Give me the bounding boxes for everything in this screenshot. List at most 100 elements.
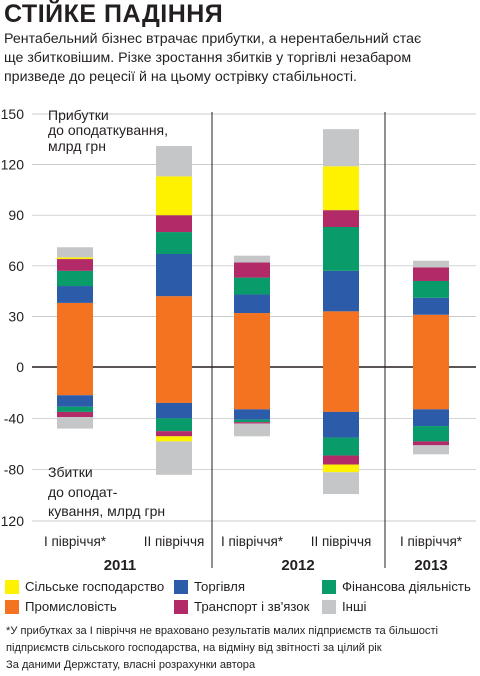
bar-segment-loss: [57, 395, 93, 407]
legend-label: Інші: [342, 599, 367, 614]
y-tick-label: -40: [4, 410, 24, 426]
y-tick-label: 150: [1, 106, 25, 122]
bar-segment-loss: [156, 418, 192, 432]
stacked-bar-chart: 150 120 90 60 30 0 -40 -80 -120 I півріччя* II пів…: [0, 106, 476, 574]
legend-label: Транспорт і зв'язок: [194, 599, 310, 614]
bar-segment-profit: [156, 176, 192, 216]
category-label: II півріччя: [311, 534, 372, 549]
legend-item-transport: Транспорт і зв'язок: [174, 599, 309, 614]
category-label: I півріччя*: [44, 534, 107, 549]
legend-label: Промисловість: [25, 599, 117, 614]
bar-segment-profit: [413, 314, 449, 367]
legend-item-agriculture: Сільське господарство: [5, 579, 164, 594]
bar-segment-loss: [323, 464, 359, 473]
legend-swatch: [5, 599, 19, 614]
legend-item-other: Інші: [322, 599, 366, 614]
bar-segment-profit: [323, 227, 359, 271]
legend-swatch: [322, 579, 336, 594]
y-tick-label: -120: [0, 513, 24, 529]
bar-segment-profit: [57, 247, 93, 258]
bar-segment-loss: [413, 441, 449, 446]
bar-segment-loss: [234, 422, 270, 424]
bar-segment-loss: [57, 367, 93, 396]
bar-segment-profit: [57, 270, 93, 287]
bar-segment-loss: [323, 472, 359, 495]
y-tick-label: 120: [1, 157, 25, 173]
bar-segment-profit: [156, 215, 192, 233]
bar-segment-profit: [413, 260, 449, 268]
bar-segment-loss: [156, 441, 192, 475]
bar-segment-loss: [156, 402, 192, 419]
legend-item-finance: Фінансова діяльність: [322, 579, 471, 594]
footnote-line: *У прибутках за І півріччя не враховано …: [6, 625, 439, 637]
bar-segment-profit: [323, 311, 359, 367]
bar-segment-profit: [234, 294, 270, 314]
bar-segment-loss: [323, 367, 359, 412]
subtitle-line: ще збитковішим. Різке зростання збитків …: [4, 50, 412, 66]
subtitle: Рентабельний бізнес втрачає прибутки, а …: [4, 30, 476, 87]
footnotes: *У прибутках за І півріччя не враховано …: [6, 623, 476, 674]
bar-segment-profit: [156, 253, 192, 297]
year-label: 2013: [414, 557, 447, 574]
bar-segment-profit: [234, 313, 270, 367]
bar-segment-loss: [57, 406, 93, 412]
legend-item-industry: Промисловість: [5, 599, 117, 614]
y-tick-label: 90: [8, 207, 24, 223]
bar-segment-loss: [156, 436, 192, 442]
bar-segment-profit: [156, 232, 192, 254]
bar-segment-loss: [413, 367, 449, 410]
bar-segment-profit: [234, 255, 270, 263]
bar-segment-loss: [156, 431, 192, 437]
bar-segment-profit: [413, 280, 449, 298]
legend-label: Фінансова діяльність: [342, 579, 471, 594]
bar-segment-loss: [57, 417, 93, 429]
bar-segment-loss: [323, 437, 359, 456]
category-label: I півріччя*: [400, 534, 463, 549]
annotation-loss-line: кування, млрд грн: [48, 503, 165, 519]
footnote-line: За даними Держстату, власні розрахунки а…: [6, 659, 256, 671]
bar-segment-profit: [57, 257, 93, 260]
bar-segment-profit: [323, 270, 359, 312]
subtitle-line: Рентабельний бізнес втрачає прибутки, а …: [4, 31, 422, 47]
subtitle-line: призведе до рецесії й на цьому острівку …: [4, 69, 357, 85]
year-label: 2012: [281, 557, 314, 574]
bar-segment-loss: [234, 409, 270, 420]
annotation-loss-line: до оподат-: [48, 484, 118, 500]
bar-segment-loss: [234, 367, 270, 410]
bar-segment-loss: [323, 455, 359, 465]
legend-label: Торгівля: [194, 579, 245, 594]
annotation-profit-line: Прибутки: [48, 107, 109, 123]
legend-swatch: [5, 579, 19, 594]
bar-segment-profit: [323, 166, 359, 211]
bar-segment-profit: [156, 146, 192, 177]
legend-swatch: [322, 599, 336, 614]
bar-segment-loss: [57, 411, 93, 418]
bar-segment-loss: [413, 409, 449, 427]
legend-swatch: [174, 579, 188, 594]
footnote-line: підприємств сільського господарства, на …: [6, 642, 382, 654]
bar-segment-loss: [413, 445, 449, 455]
y-tick-label: -80: [4, 462, 24, 478]
annotation-profit-line: млрд грн: [48, 138, 106, 154]
bar-segment-loss: [323, 411, 359, 438]
legend-item-trade: Торгівля: [174, 579, 245, 594]
bar-segment-profit: [323, 210, 359, 228]
bar-segment-loss: [156, 367, 192, 403]
legend: Сільське господарство Торгівля Фінансова…: [0, 576, 480, 620]
annotation-profit-line: до оподаткування,: [48, 122, 168, 138]
bar-segment-profit: [234, 277, 270, 295]
bar-segment-profit: [57, 259, 93, 271]
annotation-loss-line: Збитки: [48, 464, 93, 480]
bar-segment-profit: [57, 286, 93, 303]
bar-segment-profit: [413, 297, 449, 315]
bar-segment-loss: [234, 419, 270, 423]
y-tick-label: 0: [16, 359, 24, 375]
page-title: СТІЙКЕ ПАДІННЯ: [4, 0, 224, 28]
bar-segment-profit: [323, 129, 359, 167]
category-label: I півріччя*: [221, 534, 284, 549]
category-label: II півріччя: [144, 534, 205, 549]
bar-segment-loss: [413, 426, 449, 442]
y-tick-label: 60: [8, 258, 24, 274]
y-tick-label: 30: [8, 308, 24, 324]
bar-segment-profit: [413, 267, 449, 281]
